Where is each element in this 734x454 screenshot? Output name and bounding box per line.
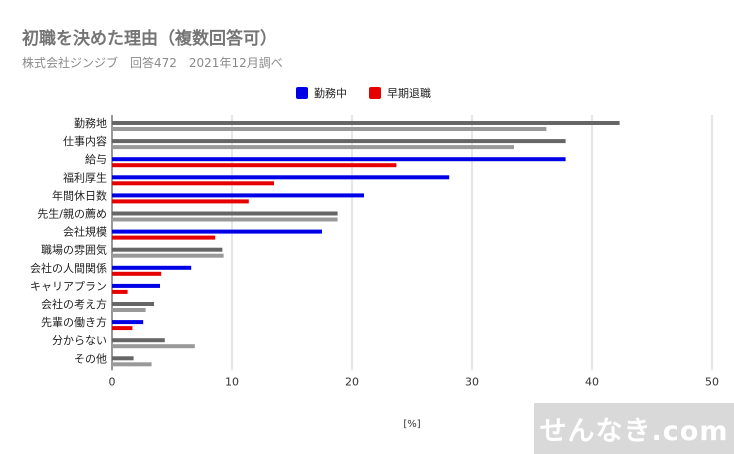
category-label: 先輩の働き方 xyxy=(41,315,107,329)
category-label: その他 xyxy=(74,352,107,365)
category-label: 先生/親の薦め xyxy=(37,207,107,221)
legend-swatch-working xyxy=(296,87,308,99)
category-label: 会社の考え方 xyxy=(41,297,107,311)
bar xyxy=(112,283,160,288)
category-label: キャリアプラン xyxy=(30,280,107,293)
bar xyxy=(112,356,134,361)
bar xyxy=(112,362,152,367)
x-tick-label: 50 xyxy=(705,375,719,388)
bar xyxy=(112,247,223,252)
category-label: 給与 xyxy=(85,152,107,166)
bar xyxy=(112,235,216,240)
legend-label-early-retirement: 早期退職 xyxy=(387,87,431,100)
bar xyxy=(112,229,322,234)
category-label: 職場の雰囲気 xyxy=(41,243,107,257)
bar xyxy=(112,338,165,343)
category-label: 福利厚生 xyxy=(63,170,107,184)
bar xyxy=(112,157,566,162)
x-axis-label: [%] xyxy=(403,419,420,430)
legend-label-working: 勤務中 xyxy=(314,87,347,100)
bar xyxy=(112,326,133,331)
chart-title: 初職を決めた理由（複数回答可） xyxy=(22,29,277,49)
category-label: 会社規模 xyxy=(63,225,107,239)
bar xyxy=(112,127,547,131)
bar xyxy=(112,320,144,325)
category-label: 勤務地 xyxy=(74,116,107,130)
site-watermark: せんなき.com xyxy=(534,403,734,454)
x-tick-label: 20 xyxy=(345,375,359,388)
bar xyxy=(112,253,224,258)
x-tick-label: 10 xyxy=(225,375,239,388)
bar xyxy=(112,211,338,216)
legend-item-working: 勤務中 xyxy=(296,85,347,101)
bar xyxy=(112,271,162,276)
bar xyxy=(112,302,154,306)
category-label: 分からない xyxy=(52,334,107,347)
category-label: 会社の人間関係 xyxy=(30,261,107,275)
x-tick-label: 0 xyxy=(109,375,116,388)
bar xyxy=(112,265,192,270)
bar xyxy=(112,139,566,144)
category-label: 仕事内容 xyxy=(63,134,107,148)
x-tick-label: 40 xyxy=(585,375,599,388)
legend: 勤務中 早期退職 xyxy=(296,85,431,101)
bar xyxy=(112,193,364,198)
legend-swatch-early-retirement xyxy=(369,87,381,99)
bar xyxy=(112,344,195,349)
bar xyxy=(112,121,620,125)
bar xyxy=(112,217,338,222)
chart-subtitle: 株式会社ジンジブ 回答472 2021年12月調べ xyxy=(22,56,283,70)
bar xyxy=(112,181,274,186)
bar xyxy=(112,175,450,180)
bar xyxy=(112,163,397,168)
x-tick-label: 30 xyxy=(465,375,479,388)
bar xyxy=(112,199,249,204)
bar xyxy=(112,145,514,150)
bar xyxy=(112,308,146,312)
bar xyxy=(112,289,128,294)
legend-item-early-retirement: 早期退職 xyxy=(369,85,431,101)
category-label: 年間休日数 xyxy=(52,188,107,202)
